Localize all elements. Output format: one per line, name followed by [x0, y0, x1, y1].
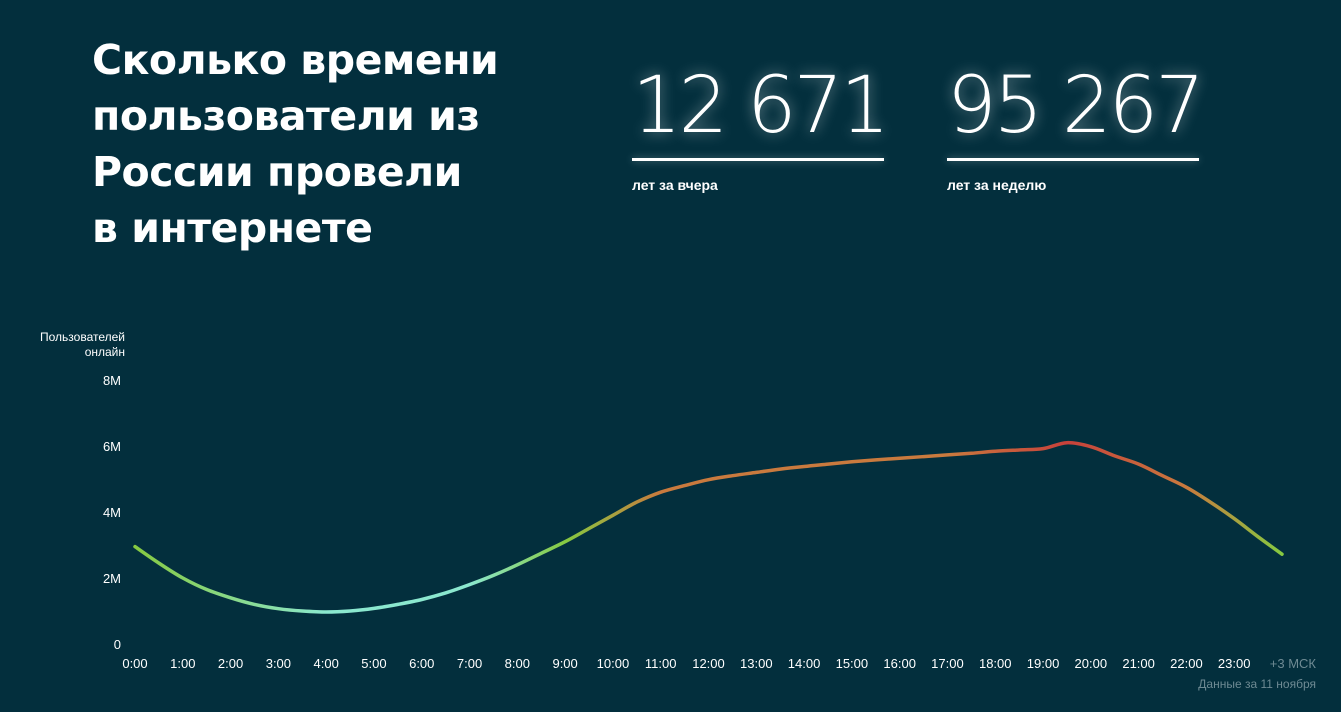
stat-week-caption: лет за неделю	[947, 177, 1047, 193]
x-tick-label: 16:00	[883, 656, 916, 671]
stat-yesterday-value: 12 671	[632, 61, 890, 151]
x-tick-label: 18:00	[979, 656, 1012, 671]
data-date-note: Данные за 11 ноября	[1198, 677, 1316, 691]
y-axis-label-line: онлайн	[85, 345, 125, 359]
x-tick-label: 11:00	[645, 656, 677, 671]
x-tick-label: 9:00	[552, 656, 577, 671]
series-line	[133, 440, 1284, 614]
y-tick-label: 8M	[103, 373, 121, 388]
x-tick-label: 5:00	[361, 656, 386, 671]
stat-week: 95 267 лет за неделю	[947, 58, 1205, 193]
page-title: Сколько времени пользователи из России п…	[92, 32, 552, 256]
y-tick-label: 4M	[103, 505, 121, 520]
stat-week-value: 95 267	[947, 61, 1205, 151]
y-tick-label: 2M	[103, 571, 121, 586]
x-tick-label: 0:00	[122, 656, 147, 671]
x-tick-label: 2:00	[218, 656, 243, 671]
x-tick-label: 10:00	[597, 656, 630, 671]
x-tick-label: 19:00	[1027, 656, 1060, 671]
x-tick-label: 8:00	[505, 656, 530, 671]
stat-divider	[947, 158, 1199, 161]
y-tick-label: 6M	[103, 439, 121, 454]
y-axis: 0 2M 4M 6M 8M	[103, 373, 121, 652]
x-tick-label: 22:00	[1170, 656, 1203, 671]
title-line: в интернете	[92, 204, 373, 252]
y-axis-label: Пользователей онлайн	[40, 330, 125, 359]
title-line: России провели	[92, 148, 462, 196]
stat-yesterday-caption: лет за вчера	[632, 177, 718, 193]
title-line: Сколько времени	[92, 36, 499, 84]
x-tick-label: 1:00	[170, 656, 195, 671]
x-tick-label: 20:00	[1075, 656, 1108, 671]
stat-yesterday: 12 671 лет за вчера	[632, 58, 890, 193]
y-axis-label-line: Пользователей	[40, 330, 125, 344]
y-tick-label: 0	[114, 637, 121, 652]
x-tick-label: 21:00	[1122, 656, 1155, 671]
x-tick-label: 23:00	[1218, 656, 1251, 671]
x-tick-label: 6:00	[409, 656, 434, 671]
x-tick-label: 17:00	[931, 656, 964, 671]
x-tick-label: 15:00	[836, 656, 869, 671]
x-axis: 0:00 1:00 2:00 3:00 4:00 5:00 6:00 7:00 8:00 9:00…	[122, 656, 1250, 671]
x-tick-label: 12:00	[692, 656, 725, 671]
title-line: пользователи из	[92, 92, 480, 140]
x-tick-label: 14:00	[788, 656, 821, 671]
timezone-label: +3 МСК	[1270, 656, 1317, 671]
x-tick-label: 4:00	[314, 656, 339, 671]
stat-divider	[632, 158, 884, 161]
x-tick-label: 13:00	[740, 656, 773, 671]
series-group	[133, 440, 1284, 614]
x-tick-label: 7:00	[457, 656, 482, 671]
x-tick-label: 3:00	[266, 656, 291, 671]
